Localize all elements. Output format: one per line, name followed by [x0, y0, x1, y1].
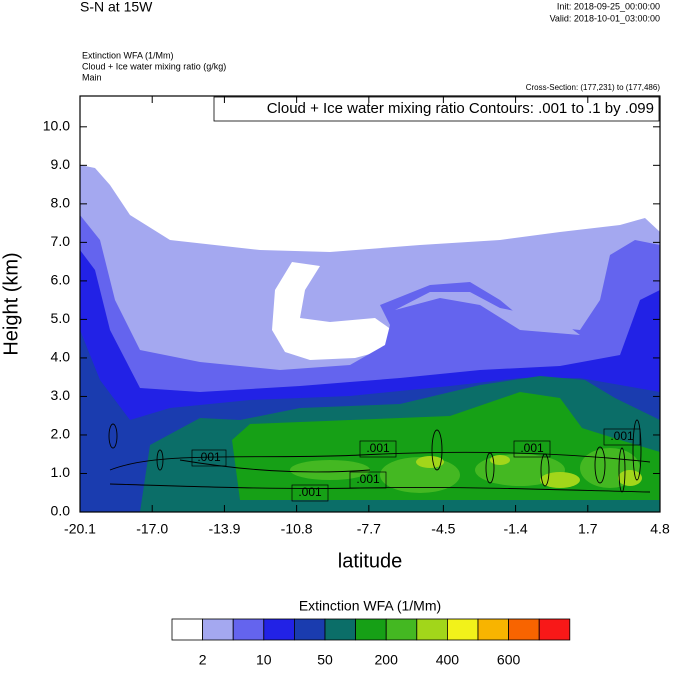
colorbar-label: 2 — [199, 652, 207, 668]
contour-label: .001 — [356, 472, 380, 486]
x-tick-label: -1.4 — [504, 521, 528, 537]
x-tick-label: -13.9 — [208, 521, 240, 537]
colorbar-box — [538, 618, 571, 641]
colorbar-box — [355, 618, 387, 641]
x-tick-label: -4.5 — [431, 521, 455, 537]
contour-label: .001 — [520, 441, 544, 455]
field-name: Cloud + Ice water mixing ratio (g/kg) — [82, 61, 226, 71]
contour-label: .001 — [197, 450, 221, 464]
cross-section: Cross-Section: (177,231) to (177,486) — [526, 83, 661, 92]
colorbar-box — [324, 618, 357, 641]
x-tick-label: -7.7 — [357, 521, 381, 537]
contour-info-box — [213, 96, 660, 122]
x-axis-label: latitude — [338, 550, 403, 572]
colorbar-box — [232, 618, 265, 641]
x-tick-label: -17.0 — [136, 521, 168, 537]
y-tick-label: 3.0 — [51, 387, 71, 403]
y-tick-label: 4.0 — [51, 349, 71, 365]
valid-time: Valid: 2018-10-01_03:00:00 — [550, 13, 660, 23]
colorbar-label: 50 — [317, 652, 333, 668]
colorbar-box — [385, 618, 418, 641]
colorbar-box — [508, 618, 540, 641]
colorbar-label: 200 — [375, 652, 399, 668]
contour-info: Cloud + Ice water mixing ratio Contours:… — [267, 100, 654, 117]
y-axis-label: Height (km) — [0, 252, 22, 355]
y-tick-label: 2.0 — [51, 426, 71, 442]
y-tick-label: 7.0 — [51, 233, 71, 249]
plot-frame — [79, 95, 661, 513]
y-tick-label: 9.0 — [51, 156, 71, 172]
y-tick-label: 0.0 — [51, 503, 71, 519]
colorbar-box — [477, 618, 510, 641]
colorbar-label: 400 — [436, 652, 460, 668]
colorbar-box — [171, 618, 204, 641]
colorbar-label: 10 — [256, 652, 272, 668]
chart-title: S-N at 15W — [80, 0, 153, 15]
contour-label: .001 — [366, 441, 390, 455]
field-name: Extinction WFA (1/Mm) — [82, 50, 174, 60]
colorbar-box — [202, 618, 234, 641]
colorbar-box — [263, 618, 295, 641]
colorbar-box — [446, 618, 479, 641]
colorbar-box — [293, 618, 326, 641]
y-tick-label: 10.0 — [43, 118, 70, 134]
x-tick-label: 4.8 — [650, 521, 670, 537]
init-time: Init: 2018-09-25_00:00:00 — [557, 1, 660, 11]
contour-labels: .001 .001 .001 .001 .001 .001 — [191, 428, 641, 502]
y-tick-label: 5.0 — [51, 310, 71, 326]
field-name: Main — [82, 72, 102, 82]
x-tick-label: -20.1 — [64, 521, 96, 537]
x-tick-label: -10.8 — [281, 521, 313, 537]
colorbar-box — [416, 618, 448, 641]
y-tick-label: 8.0 — [51, 195, 71, 211]
x-tick-label: 1.7 — [578, 521, 598, 537]
y-tick-label: 6.0 — [51, 272, 71, 288]
contour-label: .001 — [610, 429, 634, 443]
colorbar-title: Extinction WFA (1/Mm) — [299, 598, 441, 614]
contour-label: .001 — [298, 485, 322, 499]
y-tick-label: 1.0 — [51, 464, 71, 480]
colorbar-label: 600 — [497, 652, 521, 668]
